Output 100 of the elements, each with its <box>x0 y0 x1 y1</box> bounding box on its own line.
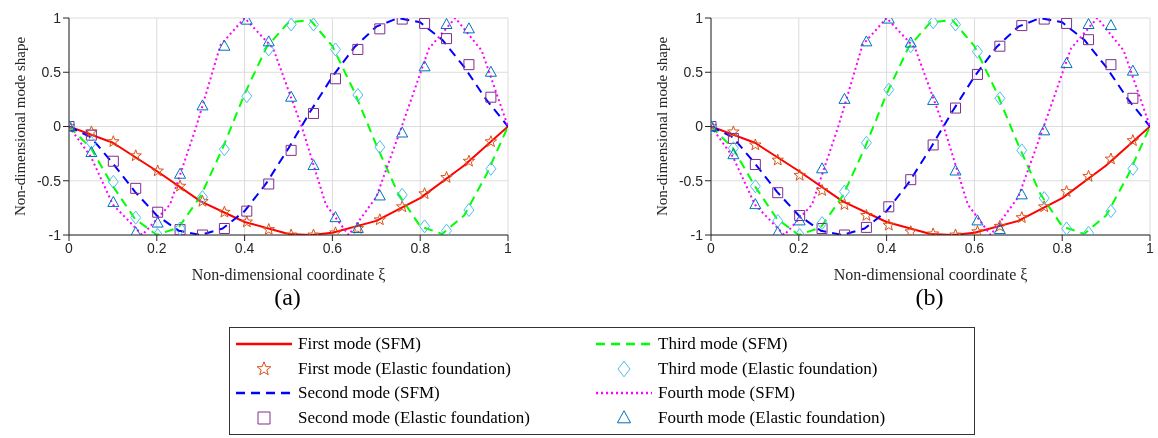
point <box>971 68 983 80</box>
point <box>1061 18 1073 29</box>
x-tick-label: 0 <box>65 239 74 256</box>
point <box>152 206 164 218</box>
point <box>1105 204 1117 219</box>
y-tick-label: -0.5 <box>678 172 704 189</box>
point <box>262 35 275 47</box>
y-tick-label: 0 <box>53 118 62 135</box>
point <box>85 135 97 150</box>
point <box>374 23 386 35</box>
point <box>285 90 298 102</box>
point <box>441 33 453 45</box>
point <box>484 65 497 77</box>
point <box>262 223 275 235</box>
x-tick-label: 0.2 <box>147 239 167 256</box>
point <box>485 161 497 176</box>
point <box>994 91 1006 106</box>
point <box>727 148 740 160</box>
point <box>838 198 851 210</box>
legend-label: First mode (Elastic foundation) <box>298 358 511 379</box>
point <box>794 209 806 221</box>
point <box>727 132 739 144</box>
point <box>1083 34 1095 46</box>
point <box>883 82 895 97</box>
point <box>883 201 895 213</box>
legend-label: Third mode (SFM) <box>658 334 788 355</box>
point <box>927 18 939 30</box>
point <box>196 99 209 111</box>
point <box>196 194 209 207</box>
point <box>1104 152 1118 165</box>
point <box>993 223 1006 235</box>
point <box>329 73 341 85</box>
y-axis-title: Non-dimensional mode shape <box>654 36 671 217</box>
text: (a) <box>273 284 302 311</box>
point <box>1126 134 1140 146</box>
point <box>950 102 962 114</box>
point <box>994 40 1006 52</box>
point <box>727 141 739 156</box>
point <box>1061 221 1073 235</box>
x-tick-label: 0.6 <box>322 239 343 256</box>
point <box>771 153 784 166</box>
point <box>793 214 806 226</box>
point <box>882 218 895 231</box>
text: (b) <box>914 284 945 311</box>
point <box>772 187 784 199</box>
point <box>196 190 208 205</box>
point <box>860 135 872 150</box>
point <box>173 179 187 192</box>
legend-label: Second mode (Elastic foundation) <box>298 407 530 428</box>
point <box>749 158 761 170</box>
point <box>727 125 740 138</box>
point <box>418 187 431 200</box>
x-tick-label: 0.4 <box>234 239 255 256</box>
point <box>927 93 940 105</box>
point <box>373 213 387 226</box>
point <box>816 216 828 231</box>
point <box>1060 57 1073 69</box>
point <box>240 215 253 228</box>
point <box>107 155 119 167</box>
x-tick-label: 1 <box>504 239 513 256</box>
point <box>950 18 962 32</box>
point <box>860 221 872 233</box>
point <box>1016 143 1028 158</box>
point <box>373 189 386 201</box>
point <box>1038 124 1051 136</box>
point <box>485 91 497 103</box>
point <box>396 126 409 138</box>
point <box>927 139 939 151</box>
point <box>329 211 342 223</box>
point <box>949 164 962 176</box>
point <box>174 167 187 179</box>
point <box>816 162 829 174</box>
point <box>838 184 850 199</box>
point <box>1015 211 1029 223</box>
point <box>285 18 297 32</box>
y-tick-label: 0.5 <box>683 64 704 81</box>
point <box>440 171 453 183</box>
x-axis-title: Non-dimensional coordinate ξ <box>833 266 1028 283</box>
x-tick-label: 1 <box>1146 239 1155 256</box>
point <box>85 129 97 141</box>
point <box>971 225 984 235</box>
point <box>419 18 431 29</box>
y-tick-label: -0.5 <box>36 172 62 189</box>
point <box>1104 19 1117 31</box>
point <box>129 149 142 162</box>
point <box>440 18 453 30</box>
point <box>107 195 120 207</box>
point <box>130 182 142 194</box>
point <box>749 138 762 151</box>
y-tick-label: -1 <box>48 226 62 243</box>
point <box>308 107 320 119</box>
point <box>1038 191 1050 206</box>
point <box>395 200 409 213</box>
legend-label: Fourth mode (Elastic foundation) <box>658 407 886 428</box>
x-axis-title: Non-dimensional coordinate ξ <box>191 266 386 283</box>
point <box>85 125 98 138</box>
point <box>816 222 828 234</box>
point <box>107 135 120 148</box>
point <box>263 42 275 57</box>
point <box>241 205 253 217</box>
